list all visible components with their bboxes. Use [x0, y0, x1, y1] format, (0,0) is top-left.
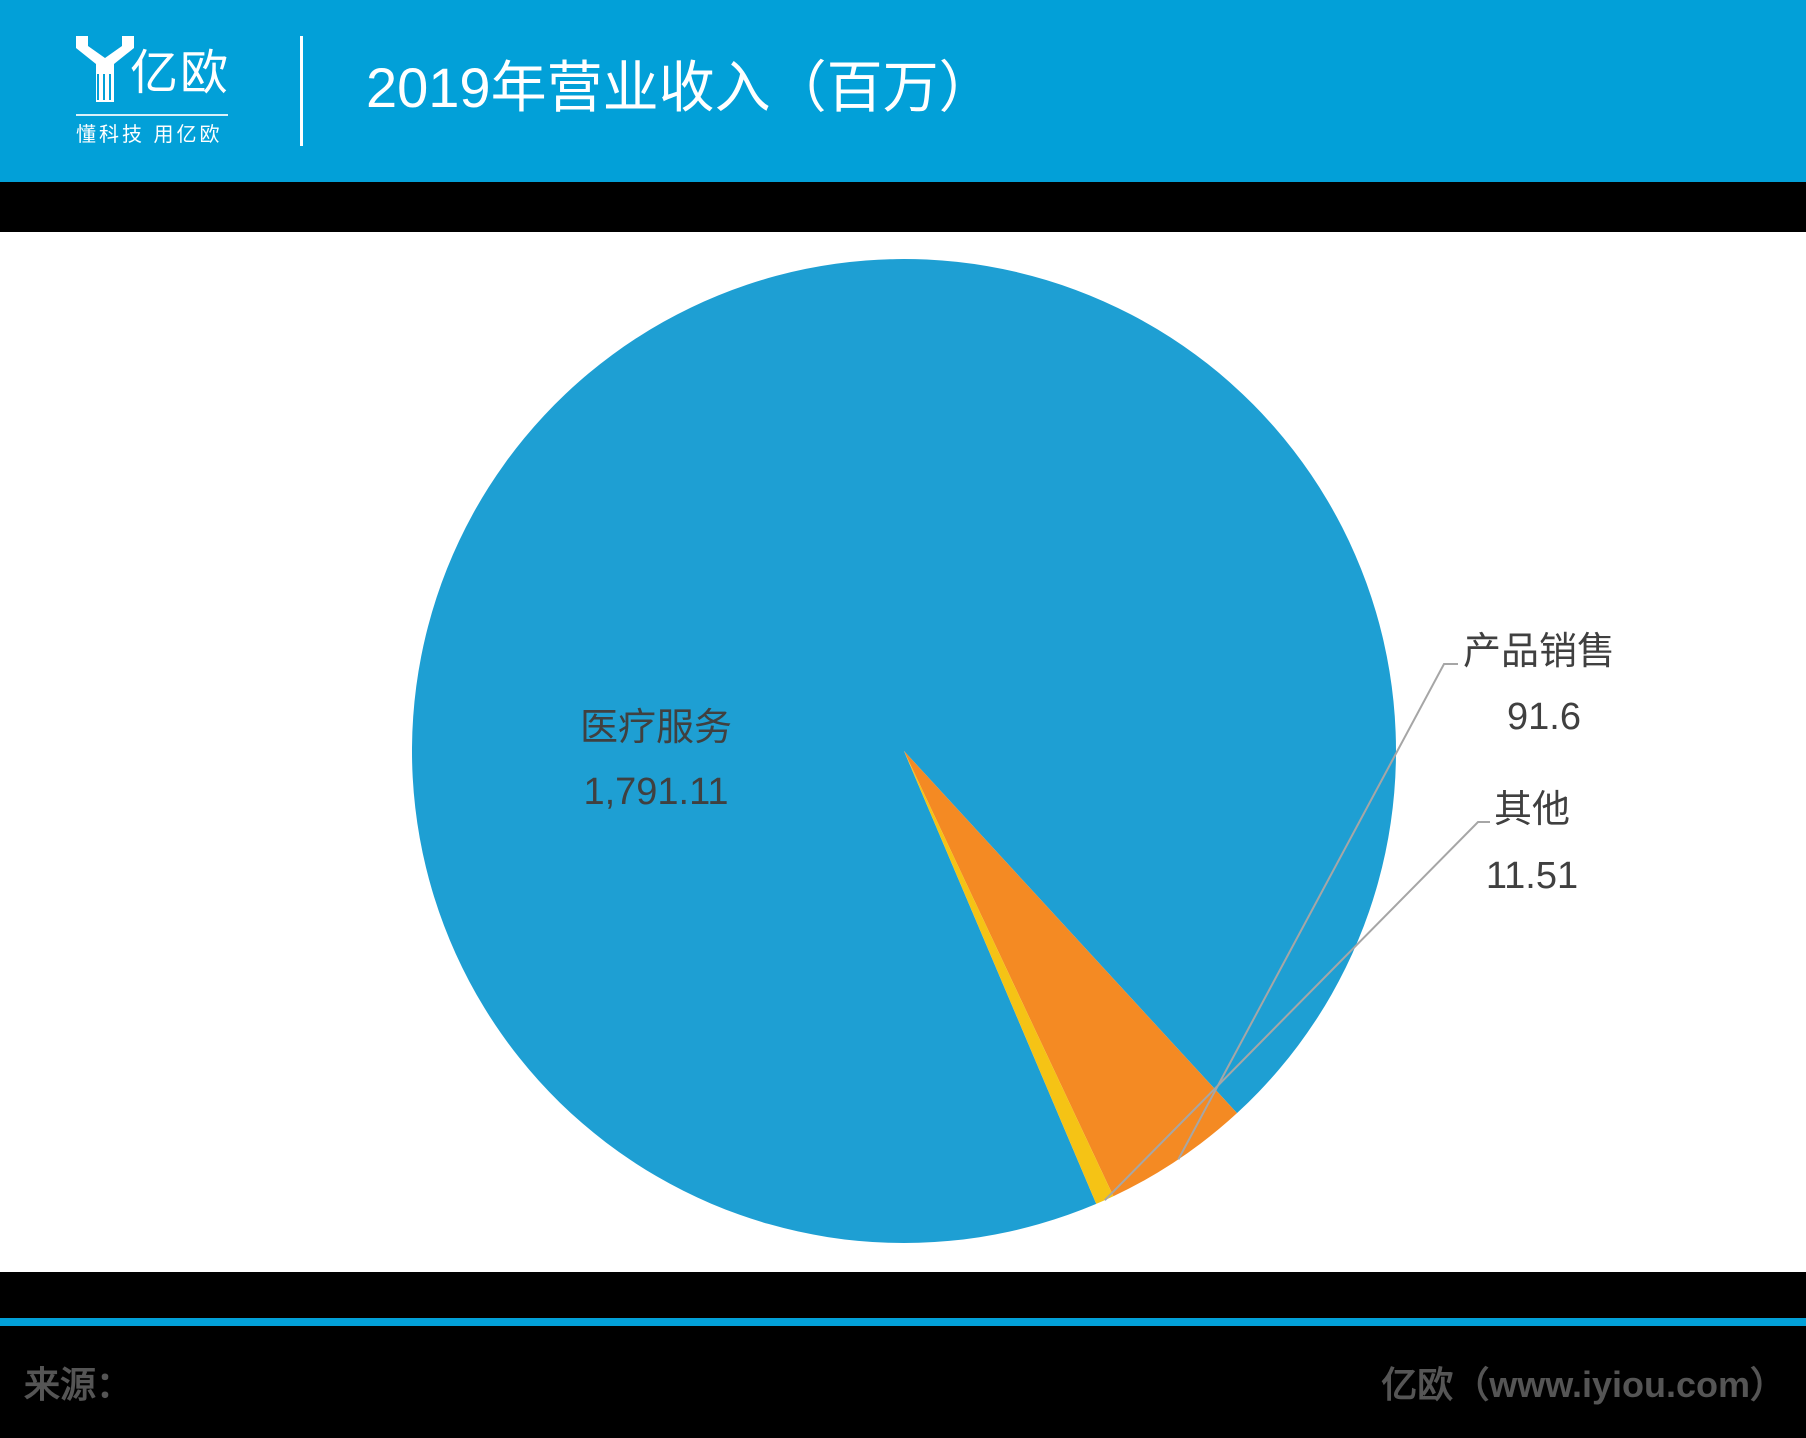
- slice-label-3: 其他: [1494, 789, 1570, 831]
- slice-label-1: 医疗服务: [580, 707, 732, 749]
- slice-value-3: 11.51: [1486, 855, 1578, 897]
- leader-line-2: [1177, 663, 1458, 1160]
- page-title: 2019年营业收入（百万）: [366, 56, 995, 119]
- slice-label-2: 产品销售: [1463, 631, 1615, 673]
- source-note: 来源：: [24, 1364, 133, 1405]
- slice-value-1: 1,791.11: [583, 771, 728, 813]
- pie-slice-1: [411, 259, 1396, 1244]
- leader-line-3: [1104, 821, 1490, 1201]
- pie-chart: 医疗服务 1,791.11 产品销售 91.6 其他 11.51: [411, 259, 1615, 1244]
- bottom-band: [0, 1272, 1806, 1438]
- footer-credit: 亿欧（www.iyiou.com）: [1381, 1364, 1786, 1405]
- pie-slice-3: [904, 751, 1114, 1204]
- logo-rule: [76, 114, 228, 116]
- top-band: [0, 182, 1806, 232]
- logo-slogan: 懂科技 用亿欧: [76, 124, 223, 146]
- logo-name: 亿欧: [130, 47, 231, 100]
- slice-value-2: 91.6: [1507, 696, 1581, 738]
- chart-area: 医疗服务 1,791.11 产品销售 91.6 其他 11.51: [0, 232, 1806, 1272]
- header-bar: 亿欧 懂科技 用亿欧 2019年营业收入（百万）: [0, 0, 1806, 182]
- pie-slice-2: [904, 751, 1237, 1197]
- header-divider: [300, 36, 303, 146]
- bottom-stripe: [0, 1318, 1806, 1326]
- logo-icon: [76, 36, 134, 102]
